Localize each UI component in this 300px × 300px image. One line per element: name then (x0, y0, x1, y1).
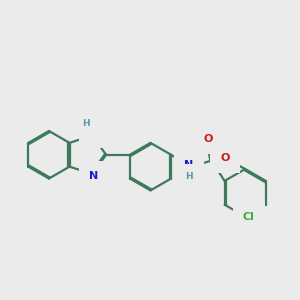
Text: H: H (82, 119, 90, 128)
Text: O: O (203, 134, 213, 144)
Text: N: N (184, 160, 194, 170)
Text: Cl: Cl (243, 212, 255, 222)
Text: O: O (220, 153, 230, 163)
Text: H: H (185, 172, 193, 181)
Text: N: N (89, 128, 98, 138)
Text: N: N (89, 171, 98, 182)
